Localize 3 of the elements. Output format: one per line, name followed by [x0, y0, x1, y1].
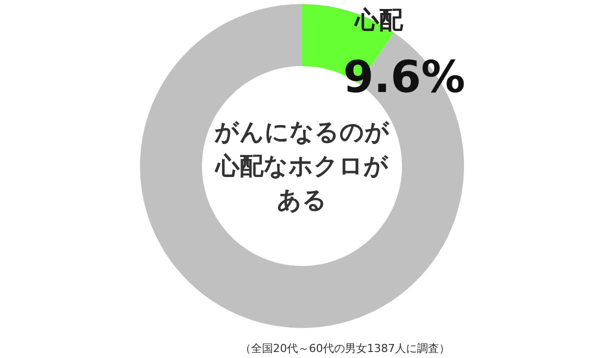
data-label: 9.6%: [343, 52, 466, 103]
text: （全国20代～60代の男女1387人に調査）: [240, 342, 450, 355]
text: がんになるのが心配なホクロがある: [214, 118, 390, 214]
